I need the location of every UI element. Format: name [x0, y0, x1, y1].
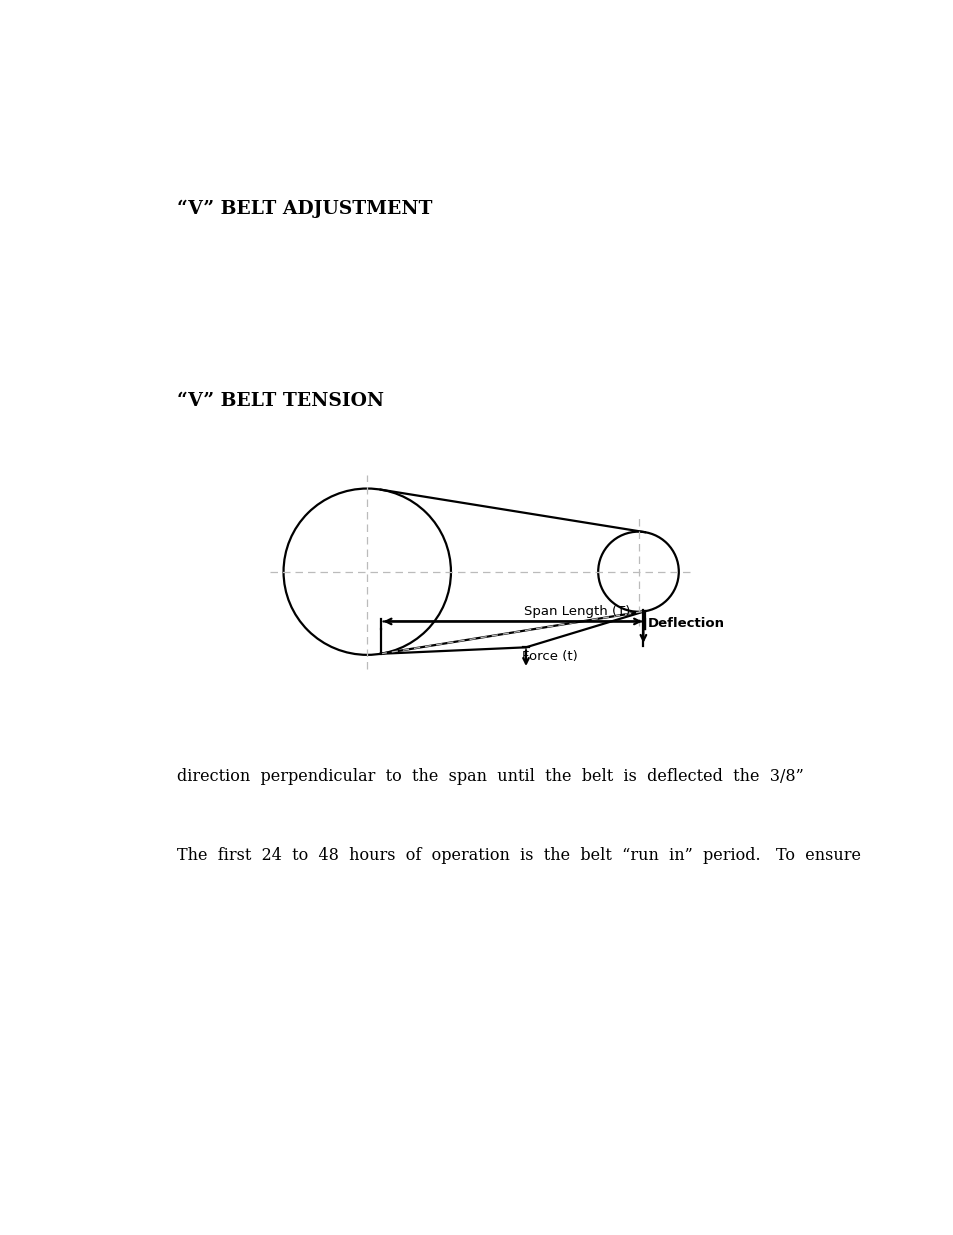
Text: “V” BELT TENSION: “V” BELT TENSION [177, 393, 384, 410]
Text: direction  perpendicular  to  the  span  until  the  belt  is  deflected  the  3: direction perpendicular to the span unti… [177, 768, 803, 785]
Text: Force (t): Force (t) [521, 651, 578, 663]
Text: Span Length (T): Span Length (T) [524, 605, 630, 618]
Text: “V” BELT ADJUSTMENT: “V” BELT ADJUSTMENT [177, 200, 433, 219]
Text: The  first  24  to  48  hours  of  operation  is  the  belt  “run  in”  period. : The first 24 to 48 hours of operation is… [177, 846, 861, 863]
Text: Deflection: Deflection [647, 616, 724, 630]
